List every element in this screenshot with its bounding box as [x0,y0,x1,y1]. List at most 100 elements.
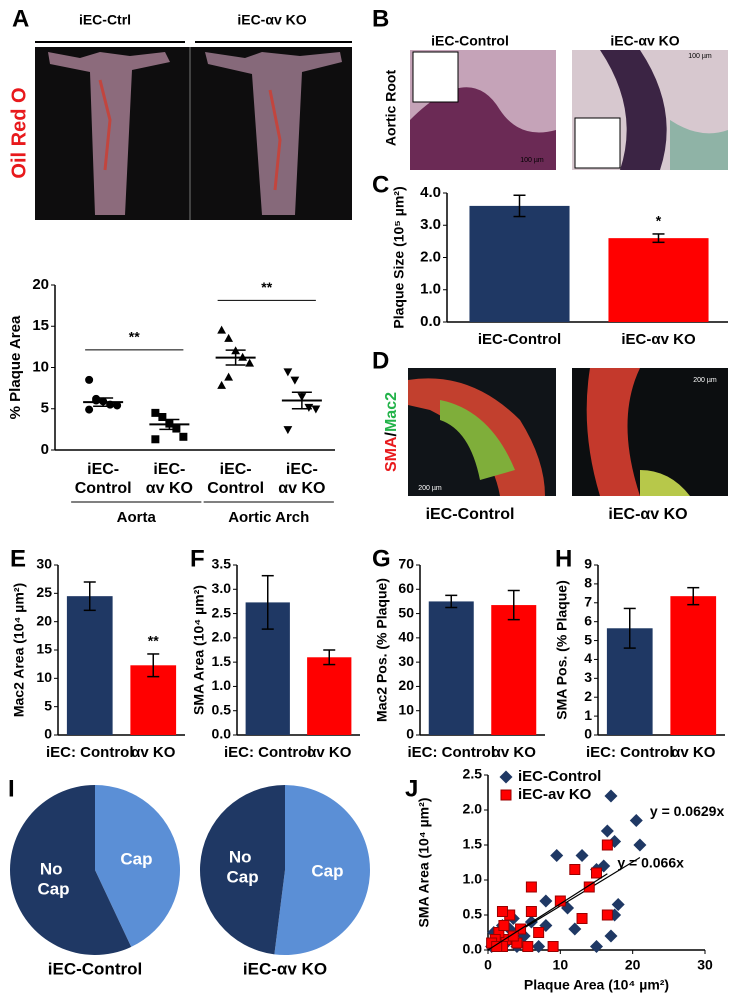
y-tick-label: 5 [584,631,592,647]
panel-letter: D [372,347,389,374]
y-tick-label: 6 [584,612,592,628]
y-tick-label: 1.0 [420,281,441,298]
side-label-part: / [383,431,400,436]
y-tick-label: 0 [41,441,49,458]
point [217,380,227,389]
point [600,824,614,838]
x-tick-label: iEC: Control [224,744,312,761]
point [604,789,618,803]
y-tick-label: 15 [36,641,52,657]
error-bar [513,194,526,218]
y-tick-label: 30 [398,653,414,669]
x-tick-label: 0 [484,957,492,973]
y-tick-label: 10 [36,669,52,685]
point [491,941,503,952]
y-tick-label: 1.5 [212,653,232,669]
point [311,405,321,414]
point [179,432,188,441]
y-tick-label: 20 [398,677,414,693]
panel-letter: A [12,5,29,32]
panel-letter: H [555,545,572,572]
pie-slice [274,785,370,956]
significance: ** [261,279,272,295]
slice-label: No Cap [227,848,259,887]
point [283,368,293,377]
x-tick-label: iEC-αv KO [278,461,325,497]
y-tick-label: 0 [44,726,52,742]
y-tick-label: 0.5 [212,701,232,717]
pie-slice [199,785,285,955]
y-tick-label: 15 [32,317,49,334]
image-header: iEC-αv KO [237,12,306,28]
bar [66,596,113,735]
error-bar [93,397,114,408]
y-axis-label: % Plaque Area [7,315,24,419]
y-tick-label: 5 [41,400,49,417]
bar [491,605,537,735]
point [507,930,519,942]
stain-label: Oil Red O [8,87,30,178]
x-tick-label: iEC: Control [408,744,496,761]
trendline [487,873,608,951]
side-label-part: SMA [383,436,400,472]
y-tick-label: 3.0 [212,580,232,596]
error-bar [261,574,274,630]
panel-letter: C [372,171,389,198]
y-tick-label: 20 [36,612,52,628]
point [85,405,94,414]
y-tick-label: 0 [406,726,414,742]
y-tick-label: 0.0 [420,313,441,330]
point [172,424,181,433]
bar [670,596,717,735]
x-tick-label: 30 [697,957,713,973]
trendline-label: y = 0.066x [617,854,684,870]
x-tick-label: αv KO [131,744,176,761]
point [290,376,300,385]
inset [412,51,459,103]
significance: ** [129,329,140,345]
panel-letter: I [8,775,15,802]
y-tick-label: 3.0 [420,216,441,233]
bar [469,205,570,322]
error-bar [507,589,520,621]
y-tick-label: 2.0 [463,801,483,817]
y-tick-label: 30 [36,556,52,572]
x-tick-label: 10 [553,957,569,973]
image-header: iEC-Control [431,33,509,49]
y-tick-label: 1.0 [212,677,232,693]
point [525,906,537,917]
y-tick-label: 50 [398,604,414,620]
tissue [670,120,728,170]
y-axis-label: SMA Area (10⁴ µm²) [416,798,432,928]
pie-title: iEC-αv KO [243,959,327,978]
mac2-stain [640,470,690,496]
x-tick-label: iEC: Control [586,744,674,761]
error-bar [225,349,246,366]
y-tick-label: 60 [398,580,414,596]
photo [35,47,352,220]
slice-label: No Cap [37,860,69,899]
y-axis-label: SMA Area (10⁴ µm²) [191,585,207,715]
slice-label: Cap [311,862,343,881]
point [158,413,167,421]
scale-bar-label: 100 µm [520,157,544,164]
scale-bar-label: 200 µm [418,485,442,492]
error-bar [83,581,96,612]
y-tick-label: 0.0 [463,941,483,957]
scale-bar-label: 200 µm [693,377,717,384]
group-label: Aortic Arch [228,509,309,526]
point [532,940,546,953]
point [591,867,602,879]
y-tick-label: 40 [398,629,414,645]
y-axis-label: Plaque Size (10⁵ µm²) [391,186,407,328]
point [224,372,234,381]
sma-stain [586,368,640,496]
side-label: SMA/Mac2 [383,392,400,472]
point [224,333,234,342]
scale-bar-label: 100 µm [688,53,712,60]
error-bar [323,649,336,666]
point [496,906,508,917]
point [547,941,559,952]
panel-letter: B [372,5,389,32]
